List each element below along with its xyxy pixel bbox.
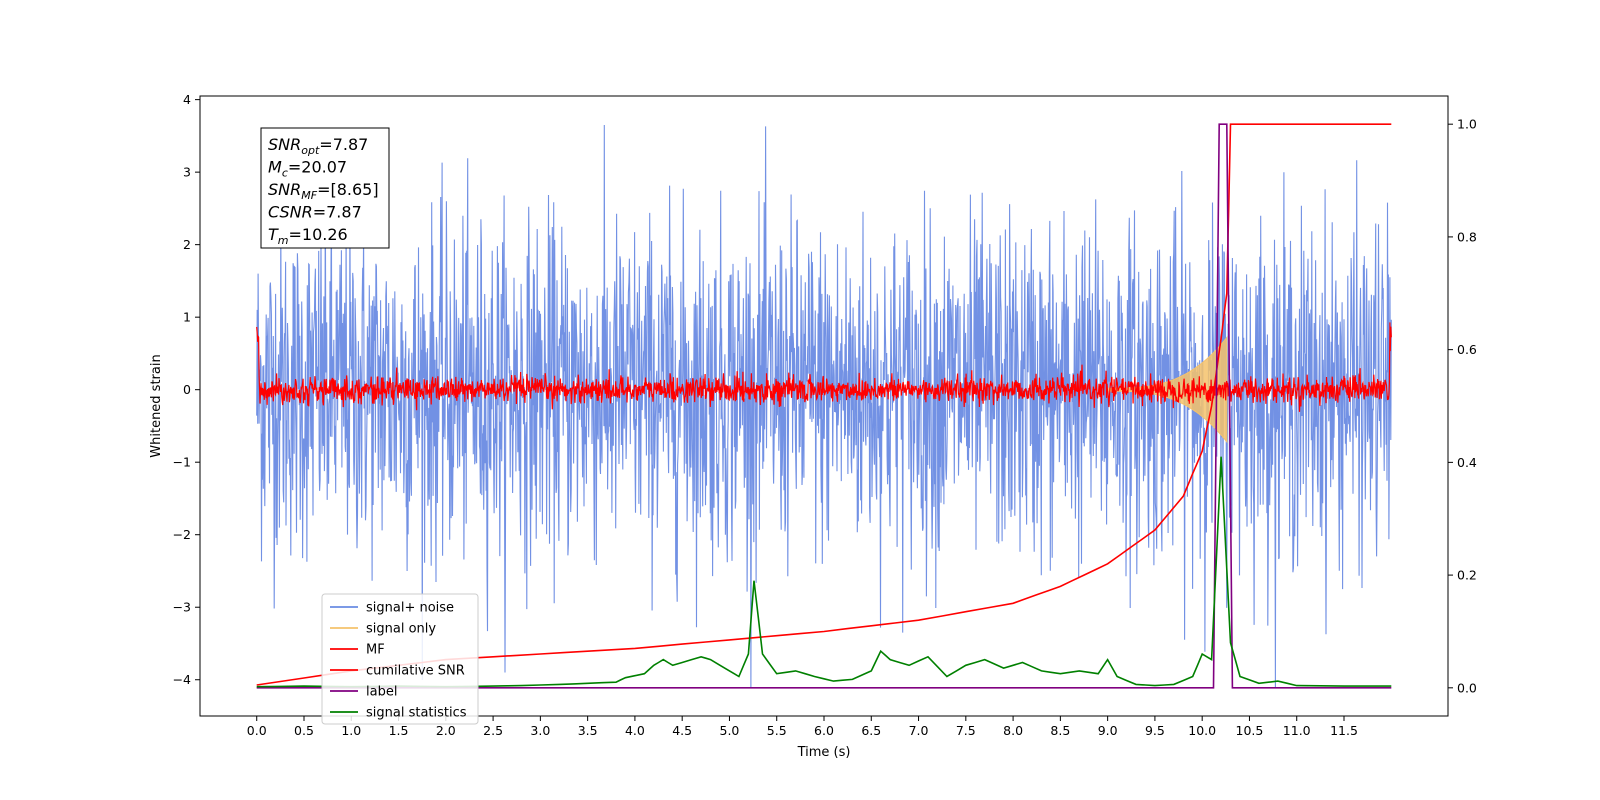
annotation-line: CSNR=7.87: [268, 203, 362, 222]
x-tick-label: 0.0: [247, 723, 267, 738]
y2-tick-label: 1.0: [1457, 117, 1477, 132]
series-signal-statistics-line: [256, 456, 1392, 688]
y-axis-label: Whitened strain: [149, 354, 164, 457]
annotation-line: SNRMF=[8.65]: [268, 180, 379, 202]
x-tick-label: 7.5: [956, 723, 976, 738]
legend-box: [321, 593, 479, 725]
legend-label: signal statistics: [366, 706, 467, 721]
x-tick-label: 10.0: [1188, 723, 1216, 738]
x-tick-label: 8.5: [1050, 723, 1070, 738]
x-tick-label: 9.0: [1098, 723, 1118, 738]
legend-label: label: [366, 685, 397, 700]
y-tick-label: 2: [183, 237, 191, 252]
x-tick-label: 4.5: [672, 723, 692, 738]
y-tick-label: −3: [173, 600, 191, 615]
x-tick-label: 10.5: [1236, 723, 1264, 738]
y2-tick-label: 0.6: [1457, 342, 1477, 357]
x-axis-label: Time (s): [797, 745, 851, 760]
legend-label: cumilative SNR: [366, 664, 465, 679]
x-tick-label: 1.5: [389, 723, 409, 738]
x-tick-label: 1.0: [341, 723, 361, 738]
annotation-line: SNRopt=7.87: [268, 135, 368, 157]
legend-label: signal+ noise: [366, 601, 454, 616]
y-tick-label: 1: [183, 310, 191, 325]
series-label-line: [256, 123, 1392, 689]
y-tick-label: −4: [173, 672, 191, 687]
legend-label: MF: [366, 643, 385, 658]
series-mf-line: [256, 322, 1392, 412]
annotation-line: Tm=10.26: [268, 225, 348, 247]
x-tick-label: 5.5: [767, 723, 787, 738]
annotation-line: Mc=20.07: [268, 158, 347, 180]
x-tick-label: 2.0: [436, 723, 456, 738]
x-tick-label: 6.5: [861, 723, 881, 738]
y-tick-label: 0: [183, 382, 191, 397]
series-cumulative-snr-line: [256, 123, 1392, 686]
y2-tick-label: 0.2: [1457, 568, 1477, 583]
x-tick-label: 8.0: [1003, 723, 1023, 738]
x-tick-label: 7.0: [909, 723, 929, 738]
x-tick-label: 2.5: [483, 723, 503, 738]
y-tick-label: 4: [183, 92, 191, 107]
x-tick-label: 0.5: [294, 723, 314, 738]
x-tick-label: 11.5: [1330, 723, 1358, 738]
x-tick-label: 9.5: [1145, 723, 1165, 738]
x-tick-label: 4.0: [625, 723, 645, 738]
x-tick-label: 3.5: [578, 723, 598, 738]
legend-label: signal only: [366, 622, 436, 637]
y-tick-label: 3: [183, 165, 191, 180]
y-tick-label: −2: [173, 527, 191, 542]
x-tick-label: 3.0: [530, 723, 550, 738]
y2-tick-label: 0.8: [1457, 229, 1477, 244]
x-tick-label: 11.0: [1283, 723, 1311, 738]
x-tick-label: 6.0: [814, 723, 834, 738]
x-tick-label: 5.0: [720, 723, 740, 738]
y2-tick-label: 0.0: [1457, 680, 1477, 695]
annotation-box: [260, 127, 390, 249]
y-tick-label: −1: [173, 455, 191, 470]
y2-tick-label: 0.4: [1457, 455, 1477, 470]
